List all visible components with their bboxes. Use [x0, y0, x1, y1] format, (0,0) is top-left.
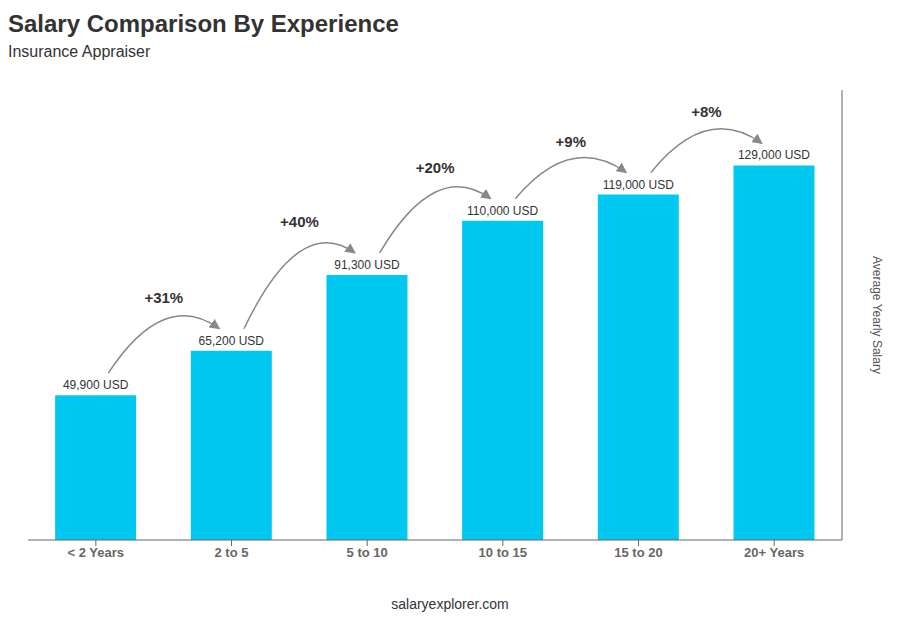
svg-text:20+ Years: 20+ Years — [744, 545, 804, 560]
svg-text:91,300 USD: 91,300 USD — [334, 258, 400, 272]
html-text:Salary Comparison By Experienc: Salary Comparison By Experience — [8, 10, 399, 37]
svg-text:110,000 USD: 110,000 USD — [467, 204, 538, 218]
svg-text:+40%: +40% — [280, 213, 319, 230]
svg-text:+20%: +20% — [416, 159, 455, 176]
svg-text:Average Yearly Salary: Average Yearly Salary — [870, 256, 884, 374]
svg-text:+31%: +31% — [144, 289, 183, 306]
svg-text:10 to 15: 10 to 15 — [479, 545, 527, 560]
svg-text:< 2 Years: < 2 Years — [68, 545, 125, 560]
svg-text:15 to 20: 15 to 20 — [614, 545, 662, 560]
svg-text:2 to 5: 2 to 5 — [215, 545, 249, 560]
svg-text:129,000 USD: 129,000 USD — [738, 148, 810, 162]
svg-text:+9%: +9% — [556, 133, 586, 150]
svg-text:5 to 10: 5 to 10 — [347, 545, 388, 560]
svg-text:65,200 USD: 65,200 USD — [199, 334, 265, 348]
html-text:Insurance Appraiser: Insurance Appraiser — [8, 43, 151, 60]
svg-text:49,900 USD: 49,900 USD — [63, 378, 129, 392]
html-text:salaryexplorer.com: salaryexplorer.com — [391, 596, 509, 612]
svg-text:119,000 USD: 119,000 USD — [603, 178, 674, 192]
svg-text:+8%: +8% — [691, 103, 721, 120]
